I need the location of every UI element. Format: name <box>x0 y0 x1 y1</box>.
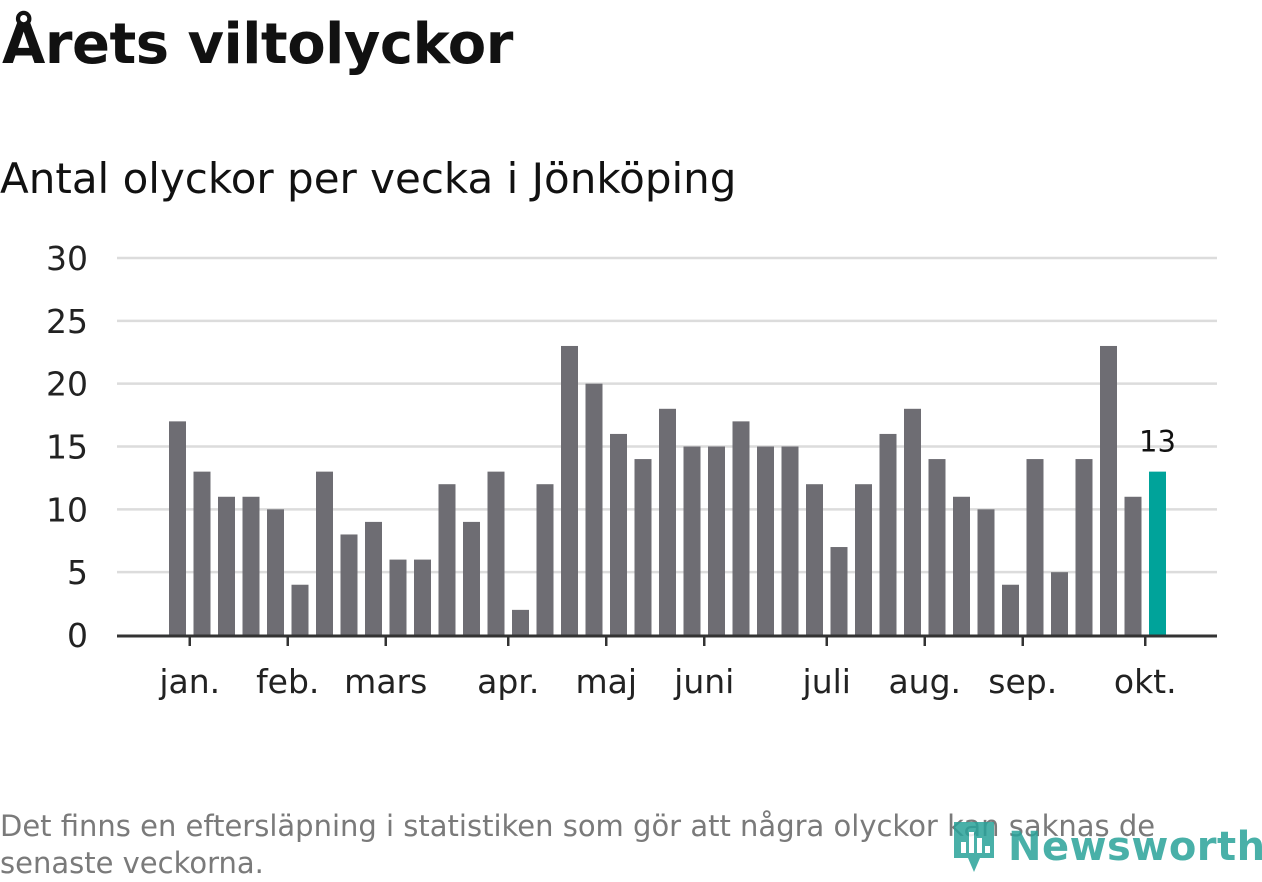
bar <box>1026 459 1044 635</box>
bar <box>928 459 946 635</box>
x-tick-label: sep. <box>988 662 1057 701</box>
bar <box>806 484 823 635</box>
x-tick-label: juli <box>802 662 851 701</box>
bar <box>904 408 921 635</box>
y-tick-label: 10 <box>46 490 88 529</box>
bar <box>855 484 872 635</box>
x-tick-label: maj <box>575 662 637 701</box>
bar <box>585 383 603 635</box>
x-tick-label: mars <box>344 662 427 701</box>
bar <box>781 446 799 635</box>
bar <box>708 446 725 635</box>
y-tick-label: 15 <box>46 428 88 467</box>
bar <box>291 584 309 635</box>
chart-subtitle: Antal olyckor per vecka i Jönköping <box>0 154 737 203</box>
bar <box>316 471 333 635</box>
x-tick-label: okt. <box>1114 662 1177 701</box>
x-tick-label: juni <box>673 662 734 701</box>
bar <box>267 509 284 635</box>
bar <box>977 509 995 635</box>
bar <box>1051 572 1068 635</box>
newsworthy-logo-icon <box>954 822 994 872</box>
bar <box>561 345 578 635</box>
bar <box>169 421 186 635</box>
bar <box>1075 459 1093 635</box>
x-tick-label: apr. <box>477 662 539 701</box>
y-tick-label: 20 <box>46 365 88 404</box>
bar <box>438 484 456 635</box>
bar <box>487 471 505 635</box>
y-tick-label: 0 <box>67 616 88 655</box>
data-labels: 13 <box>1139 425 1176 459</box>
bar <box>659 408 676 635</box>
bar <box>365 521 382 635</box>
y-tick-label: 30 <box>46 239 88 278</box>
bar <box>634 459 652 635</box>
bar <box>463 521 480 635</box>
bar <box>757 446 774 635</box>
bar <box>830 547 848 635</box>
bar <box>193 471 211 635</box>
bar <box>389 559 407 635</box>
bar-current-week <box>1149 471 1166 635</box>
bar <box>732 421 750 635</box>
bar <box>1002 584 1019 635</box>
bar <box>414 559 431 635</box>
x-axis: jan. feb. mars apr. maj juni juli aug. sep. okt. <box>117 634 1217 701</box>
bars <box>169 345 1166 635</box>
bar <box>1124 496 1142 635</box>
y-tick-label: 25 <box>46 302 88 341</box>
bar <box>512 609 529 635</box>
bar <box>879 433 897 635</box>
bar <box>340 534 358 635</box>
bar <box>536 484 554 635</box>
bar <box>1100 345 1117 635</box>
bar <box>242 496 260 635</box>
bar <box>683 446 701 635</box>
newsworthy-logo-text: Newsworthy <box>1008 824 1262 870</box>
data-label-current-week: 13 <box>1139 425 1176 459</box>
chart-title: Årets viltolyckor <box>2 12 513 77</box>
bar <box>610 433 627 635</box>
x-tick-label: jan. <box>158 662 220 701</box>
x-tick-label: feb. <box>256 662 319 701</box>
bar <box>953 496 970 635</box>
bar <box>218 496 235 635</box>
y-axis-ticks: 0 5 10 15 20 25 30 <box>46 239 88 655</box>
x-tick-label: aug. <box>888 662 961 701</box>
newsworthy-logo: Newsworthy <box>950 818 1262 876</box>
y-tick-label: 5 <box>67 553 88 592</box>
